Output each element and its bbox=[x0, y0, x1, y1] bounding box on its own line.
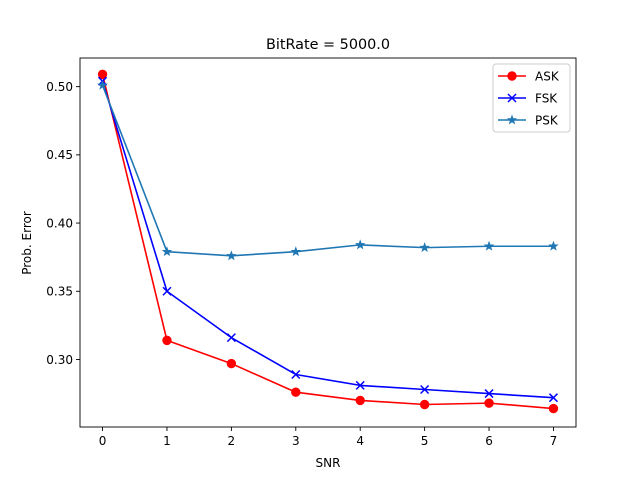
data-point-ask bbox=[549, 404, 557, 412]
x-tick-label: 5 bbox=[421, 434, 429, 448]
x-tick-label: 7 bbox=[550, 434, 558, 448]
legend-marker-ask bbox=[508, 72, 516, 80]
x-tick-label: 0 bbox=[99, 434, 107, 448]
data-point-ask bbox=[356, 396, 364, 404]
y-tick-label: 0.30 bbox=[46, 353, 73, 367]
data-point-ask bbox=[163, 336, 171, 344]
y-tick-label: 0.35 bbox=[46, 285, 73, 299]
chart-title: BitRate = 5000.0 bbox=[266, 37, 390, 53]
legend-label-ask: ASK bbox=[535, 69, 560, 83]
y-tick-label: 0.50 bbox=[46, 80, 73, 94]
y-tick-label: 0.45 bbox=[46, 148, 73, 162]
legend-label-psk: PSK bbox=[535, 113, 559, 127]
data-point-ask bbox=[292, 388, 300, 396]
data-point-ask bbox=[485, 399, 493, 407]
data-point-ask bbox=[420, 400, 428, 408]
data-point-ask bbox=[227, 359, 235, 367]
y-axis-label: Prob. Error bbox=[20, 211, 34, 275]
x-tick-label: 2 bbox=[228, 434, 236, 448]
x-axis-label: SNR bbox=[316, 456, 341, 470]
x-tick-label: 4 bbox=[356, 434, 364, 448]
legend: ASK FSK PSK bbox=[493, 64, 570, 132]
x-tick-label: 6 bbox=[485, 434, 493, 448]
x-tick-label: 1 bbox=[163, 434, 171, 448]
y-tick-label: 0.40 bbox=[46, 216, 73, 230]
x-tick-label: 3 bbox=[292, 434, 300, 448]
legend-label-fsk: FSK bbox=[535, 91, 558, 105]
